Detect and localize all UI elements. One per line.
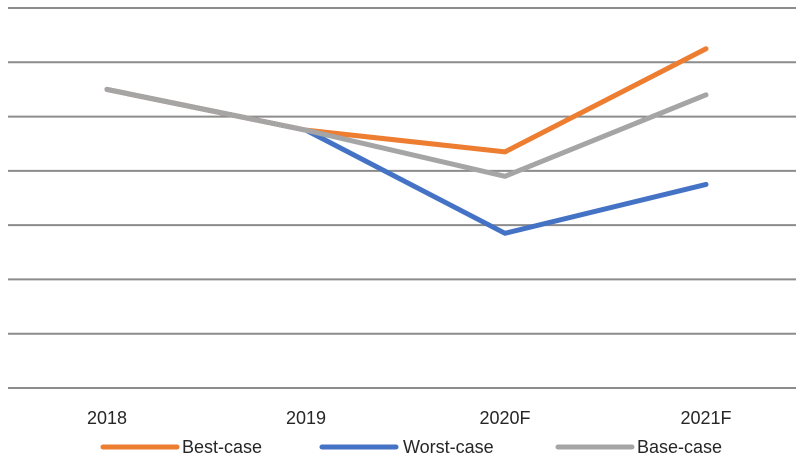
- series-line-worst-case: [104, 86, 709, 236]
- x-tick-label: 2021F: [680, 408, 731, 428]
- x-axis-ticks: 2018 2019 2020F 2021F: [87, 408, 732, 428]
- x-tick-label: 2018: [87, 408, 127, 428]
- legend-item-base-case: Base-case: [555, 437, 722, 457]
- legend-label: Worst-case: [403, 437, 494, 457]
- legend-item-best-case: Best-case: [100, 437, 262, 457]
- x-tick-label: 2019: [286, 408, 326, 428]
- gridlines: [8, 7, 796, 389]
- x-tick-label: 2020F: [479, 408, 530, 428]
- legend-label: Base-case: [637, 437, 722, 457]
- series-line-base-case: [104, 86, 709, 179]
- legend: Best-case Worst-case Base-case: [100, 437, 722, 457]
- legend-item-worst-case: Worst-case: [319, 437, 494, 457]
- series-line-best-case: [104, 46, 709, 155]
- legend-label: Best-case: [182, 437, 262, 457]
- series-lines: [104, 46, 709, 236]
